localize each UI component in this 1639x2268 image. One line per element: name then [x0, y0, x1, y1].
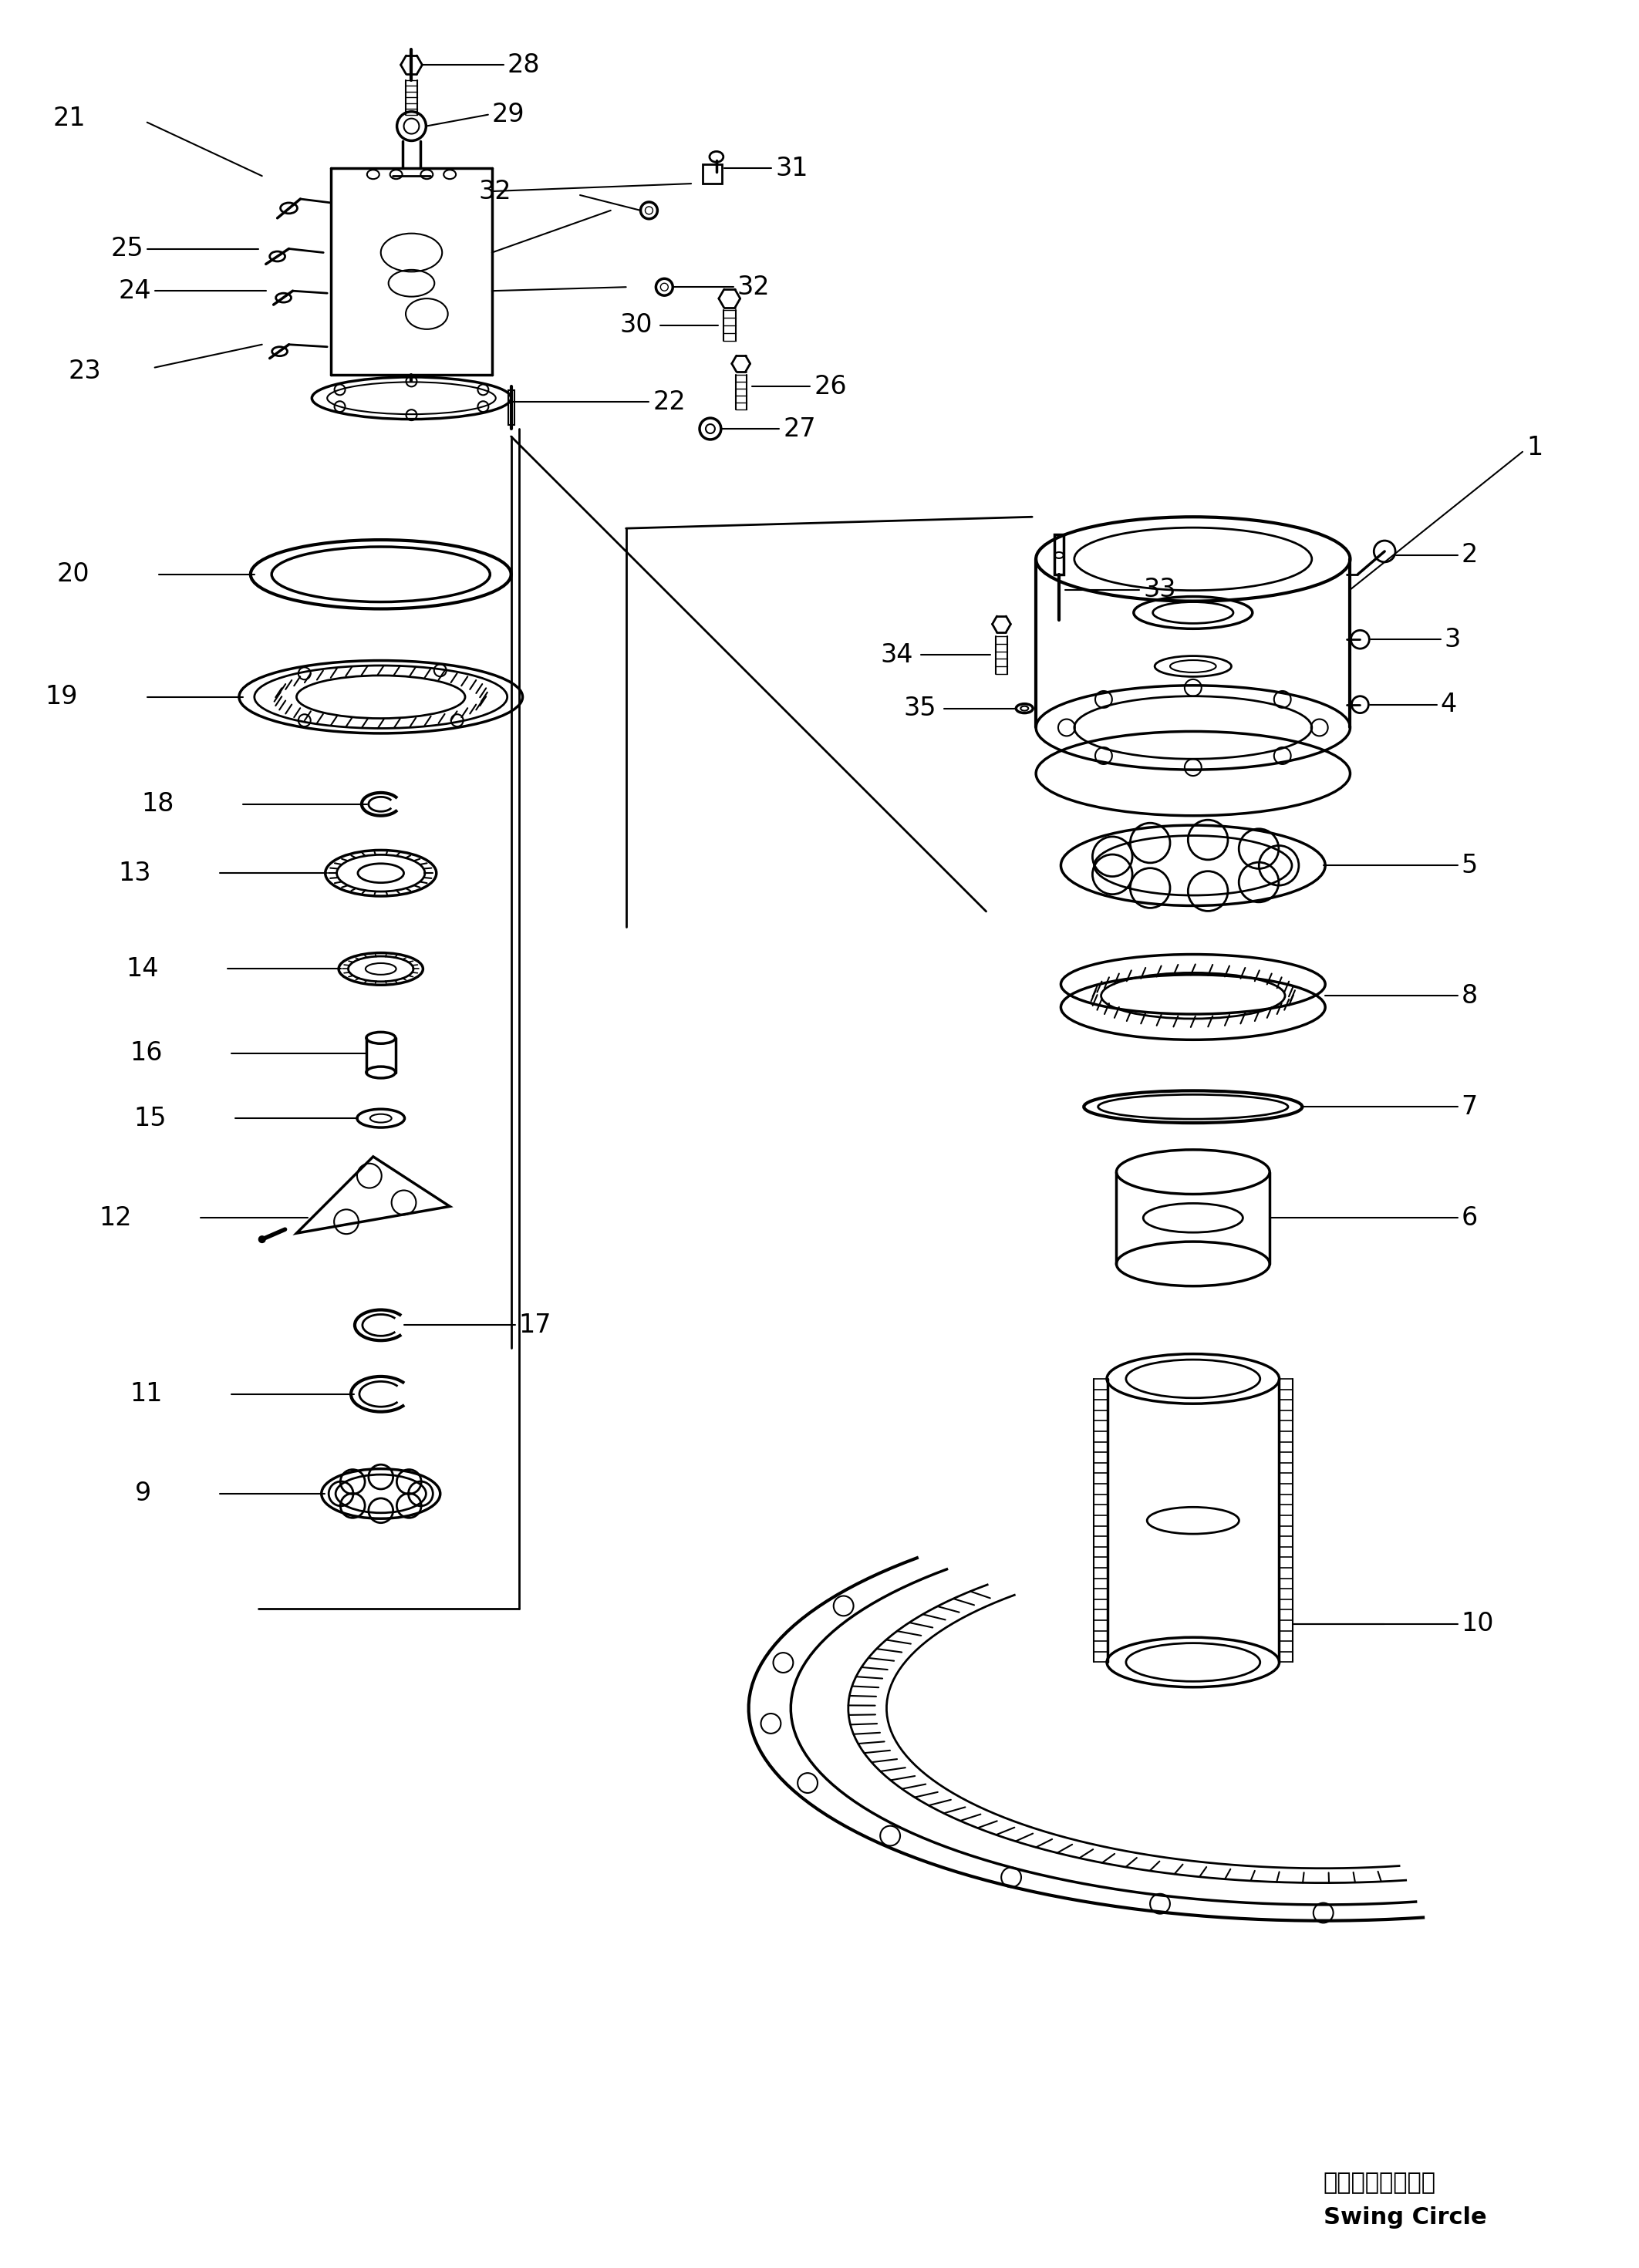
Text: 27: 27 [783, 415, 816, 442]
Text: 35: 35 [903, 696, 936, 721]
Text: Swing Circle: Swing Circle [1323, 2207, 1487, 2229]
Text: 26: 26 [813, 374, 847, 399]
Text: 17: 17 [520, 1313, 552, 1338]
Text: 12: 12 [98, 1204, 131, 1232]
Circle shape [259, 1236, 266, 1243]
Text: 34: 34 [880, 642, 913, 667]
Text: 32: 32 [738, 274, 770, 299]
Text: 7: 7 [1462, 1093, 1478, 1120]
Text: 18: 18 [141, 792, 174, 816]
Text: 9: 9 [134, 1481, 151, 1506]
Text: 10: 10 [1462, 1610, 1495, 1637]
Text: 24: 24 [118, 279, 151, 304]
Text: 31: 31 [775, 156, 808, 181]
Text: 28: 28 [506, 52, 539, 77]
Text: 1: 1 [1526, 435, 1542, 460]
Bar [703, 166, 721, 184]
Text: 14: 14 [126, 957, 159, 982]
Text: 16: 16 [129, 1041, 162, 1066]
Text: 15: 15 [133, 1105, 166, 1132]
Text: 32: 32 [479, 179, 511, 204]
Text: 29: 29 [492, 102, 524, 127]
Text: 13: 13 [118, 860, 151, 887]
Text: 20: 20 [57, 562, 90, 587]
Text: スイングサークル: スイングサークル [1323, 2173, 1436, 2195]
Text: 3: 3 [1444, 626, 1460, 653]
Text: 4: 4 [1441, 692, 1457, 717]
Text: 21: 21 [52, 107, 85, 132]
Bar [1054, 535, 1064, 574]
Text: 23: 23 [69, 358, 102, 383]
Text: 25: 25 [110, 236, 143, 261]
Text: 11: 11 [129, 1381, 162, 1406]
Text: 8: 8 [1462, 982, 1477, 1009]
Text: 6: 6 [1462, 1204, 1478, 1232]
Text: 30: 30 [620, 313, 652, 338]
Text: 5: 5 [1462, 853, 1478, 878]
Text: 2: 2 [1462, 542, 1478, 567]
Bar [508, 390, 515, 424]
Text: 19: 19 [46, 685, 79, 710]
Text: 22: 22 [652, 390, 685, 415]
Text: 33: 33 [1144, 576, 1177, 603]
